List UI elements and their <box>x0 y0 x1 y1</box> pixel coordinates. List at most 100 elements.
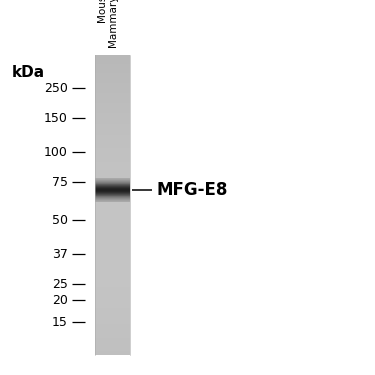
Bar <box>95 319 130 320</box>
Bar <box>95 65 130 66</box>
Text: 50: 50 <box>52 213 68 226</box>
Bar <box>95 267 130 268</box>
Bar <box>95 97 130 98</box>
Bar <box>95 108 130 109</box>
Bar <box>95 335 130 336</box>
Bar <box>95 184 130 185</box>
Bar <box>95 239 130 240</box>
Bar <box>95 249 130 250</box>
Bar <box>95 125 130 126</box>
Bar <box>95 246 130 247</box>
Bar <box>95 336 130 337</box>
Bar <box>95 290 130 291</box>
Bar <box>95 134 130 135</box>
Bar <box>95 165 130 166</box>
Bar <box>95 260 130 261</box>
Bar <box>95 210 130 211</box>
Bar <box>95 113 130 114</box>
Bar <box>95 320 130 321</box>
Bar <box>95 354 130 355</box>
Bar <box>95 192 130 193</box>
Bar <box>95 281 130 282</box>
Bar <box>95 270 130 271</box>
Bar <box>95 194 130 195</box>
Bar <box>95 217 130 218</box>
Bar <box>95 66 130 67</box>
Bar <box>95 229 130 230</box>
Bar <box>95 143 130 144</box>
Text: MFG-E8: MFG-E8 <box>156 181 227 199</box>
Bar <box>95 199 130 200</box>
Bar <box>95 302 130 303</box>
Bar <box>95 311 130 312</box>
Bar <box>95 144 130 145</box>
Bar <box>95 74 130 75</box>
Bar <box>95 269 130 270</box>
Bar <box>95 280 130 281</box>
Bar <box>95 78 130 79</box>
Bar <box>95 166 130 167</box>
Bar <box>95 61 130 62</box>
Bar <box>95 220 130 221</box>
Bar <box>95 230 130 231</box>
Bar <box>95 154 130 155</box>
Bar <box>95 252 130 253</box>
Bar <box>95 71 130 72</box>
Bar <box>95 91 130 92</box>
Bar <box>95 257 130 258</box>
Bar <box>95 300 130 301</box>
Bar <box>95 103 130 104</box>
Bar <box>95 328 130 329</box>
Bar <box>95 212 130 213</box>
Bar <box>95 180 130 181</box>
Bar <box>95 223 130 224</box>
Bar <box>95 298 130 299</box>
Bar <box>95 262 130 263</box>
Bar <box>95 168 130 169</box>
Bar <box>95 288 130 289</box>
Bar <box>95 88 130 89</box>
Bar <box>95 195 130 196</box>
Bar <box>95 73 130 74</box>
Bar <box>95 58 130 59</box>
Bar <box>95 287 130 288</box>
Bar <box>95 213 130 214</box>
Bar <box>95 106 130 107</box>
Bar <box>95 314 130 315</box>
Text: 75: 75 <box>52 176 68 189</box>
Bar <box>95 341 130 342</box>
Text: 150: 150 <box>44 111 68 125</box>
Bar <box>95 263 130 264</box>
Bar <box>95 119 130 120</box>
Bar <box>95 152 130 153</box>
Bar <box>95 208 130 209</box>
Bar <box>95 315 130 316</box>
Text: 100: 100 <box>44 146 68 159</box>
Bar <box>95 129 130 130</box>
Bar <box>95 100 130 101</box>
Bar <box>95 57 130 58</box>
Bar <box>95 216 130 217</box>
Bar <box>95 174 130 175</box>
Bar <box>95 176 130 177</box>
Bar <box>95 310 130 311</box>
Text: kDa: kDa <box>11 65 45 80</box>
Bar <box>95 111 130 112</box>
Bar <box>95 141 130 142</box>
Bar <box>95 117 130 118</box>
Bar <box>95 221 130 222</box>
Bar <box>95 228 130 229</box>
Bar <box>95 265 130 266</box>
Bar <box>95 324 130 325</box>
Bar <box>95 258 130 259</box>
Bar <box>95 197 130 198</box>
Bar <box>95 121 130 122</box>
Bar <box>95 201 130 202</box>
Bar <box>95 245 130 246</box>
Bar <box>95 95 130 96</box>
Bar <box>95 219 130 220</box>
Bar <box>95 183 130 184</box>
Bar <box>95 334 130 335</box>
Bar <box>95 346 130 347</box>
Bar <box>95 70 130 71</box>
